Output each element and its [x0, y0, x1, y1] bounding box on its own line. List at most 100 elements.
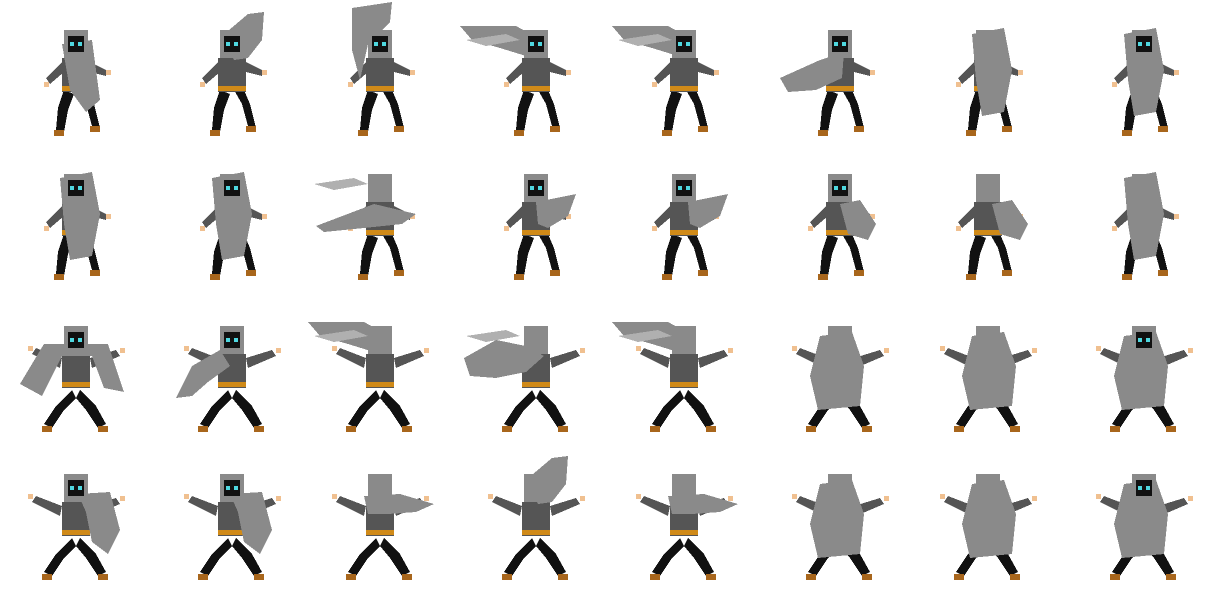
right-boot [550, 270, 560, 276]
right-hand [728, 496, 733, 501]
right-leg [76, 390, 106, 428]
left-boot [346, 574, 356, 580]
eye [686, 42, 690, 46]
eye [1138, 42, 1142, 46]
eye [842, 186, 846, 190]
sprite-frame [760, 0, 912, 148]
left-arm [958, 62, 976, 84]
face-shadow [832, 180, 848, 196]
sprite-frame-canvas [652, 174, 728, 280]
cloak [78, 492, 120, 554]
eye [1138, 338, 1142, 342]
face-shadow [68, 332, 84, 348]
left-hand [504, 226, 509, 231]
left-hand [652, 82, 657, 87]
face-shadow [372, 36, 388, 52]
right-boot [706, 574, 716, 580]
right-boot [246, 126, 256, 132]
belt [366, 86, 394, 91]
sprite-frame [1064, 444, 1216, 592]
left-boot [54, 274, 64, 280]
sprite-frame-canvas [176, 326, 281, 432]
right-hand [714, 70, 719, 75]
left-arm [810, 206, 828, 228]
right-arm [550, 350, 580, 368]
right-hand [120, 496, 125, 501]
right-hand [1032, 496, 1037, 501]
face-shadow [832, 36, 848, 52]
left-boot [650, 426, 660, 432]
right-hand [106, 214, 111, 219]
right-hand [120, 348, 125, 353]
face-shadow [1136, 480, 1152, 496]
left-hand [28, 494, 33, 499]
right-hand [870, 70, 875, 75]
right-boot [550, 126, 560, 132]
cloak [20, 344, 124, 396]
sprite-frame-canvas [1112, 28, 1179, 136]
left-hand [956, 82, 961, 87]
left-arm [506, 62, 524, 84]
right-boot [98, 426, 108, 432]
face-shadow [528, 180, 544, 196]
left-leg [348, 538, 380, 576]
right-leg [232, 538, 262, 576]
sprite-frame [0, 296, 152, 444]
sprite-frame [1064, 296, 1216, 444]
left-hand [940, 346, 945, 351]
right-boot [1158, 126, 1168, 132]
left-boot [1110, 574, 1120, 580]
cloak-highlight [618, 34, 672, 46]
left-leg [348, 390, 380, 428]
right-hand [1188, 348, 1193, 353]
right-hand [566, 70, 571, 75]
left-arm [46, 62, 64, 84]
cloak [316, 204, 416, 232]
left-arm [958, 206, 976, 228]
sprite-frame-canvas [792, 474, 889, 580]
left-hand [808, 226, 813, 231]
right-boot [254, 426, 264, 432]
right-hand [566, 214, 571, 219]
sprite-frame [912, 0, 1064, 148]
right-boot [706, 426, 716, 432]
face-shadow [1136, 332, 1152, 348]
eye [538, 42, 542, 46]
belt [522, 230, 550, 235]
right-hand [1174, 70, 1179, 75]
right-boot [254, 574, 264, 580]
right-boot [558, 574, 568, 580]
sprite-frame [608, 296, 760, 444]
right-hand [424, 496, 429, 501]
cloak [352, 2, 392, 80]
left-hand [348, 82, 353, 87]
right-hand [884, 348, 889, 353]
hood-back [676, 332, 692, 348]
sprite-frame [152, 444, 304, 592]
left-boot [1122, 130, 1132, 136]
right-boot [862, 574, 872, 580]
sprite-frame-canvas [780, 30, 875, 136]
left-boot [42, 426, 52, 432]
left-leg [664, 234, 682, 276]
left-hand [652, 226, 657, 231]
left-leg [504, 538, 536, 576]
eye [226, 338, 230, 342]
sprite-frame [152, 0, 304, 148]
left-boot [806, 426, 816, 432]
sprite-frame [608, 444, 760, 592]
left-hand [1112, 226, 1117, 231]
eye [226, 42, 230, 46]
left-arm [336, 496, 366, 516]
right-boot [1010, 574, 1020, 580]
right-boot [854, 126, 864, 132]
belt [670, 86, 698, 91]
belt [522, 86, 550, 91]
cloak [536, 194, 576, 228]
belt [218, 86, 246, 91]
eye [234, 42, 238, 46]
sprite-frame [912, 148, 1064, 296]
left-arm [202, 62, 220, 84]
eye [234, 186, 238, 190]
left-boot [966, 130, 976, 136]
